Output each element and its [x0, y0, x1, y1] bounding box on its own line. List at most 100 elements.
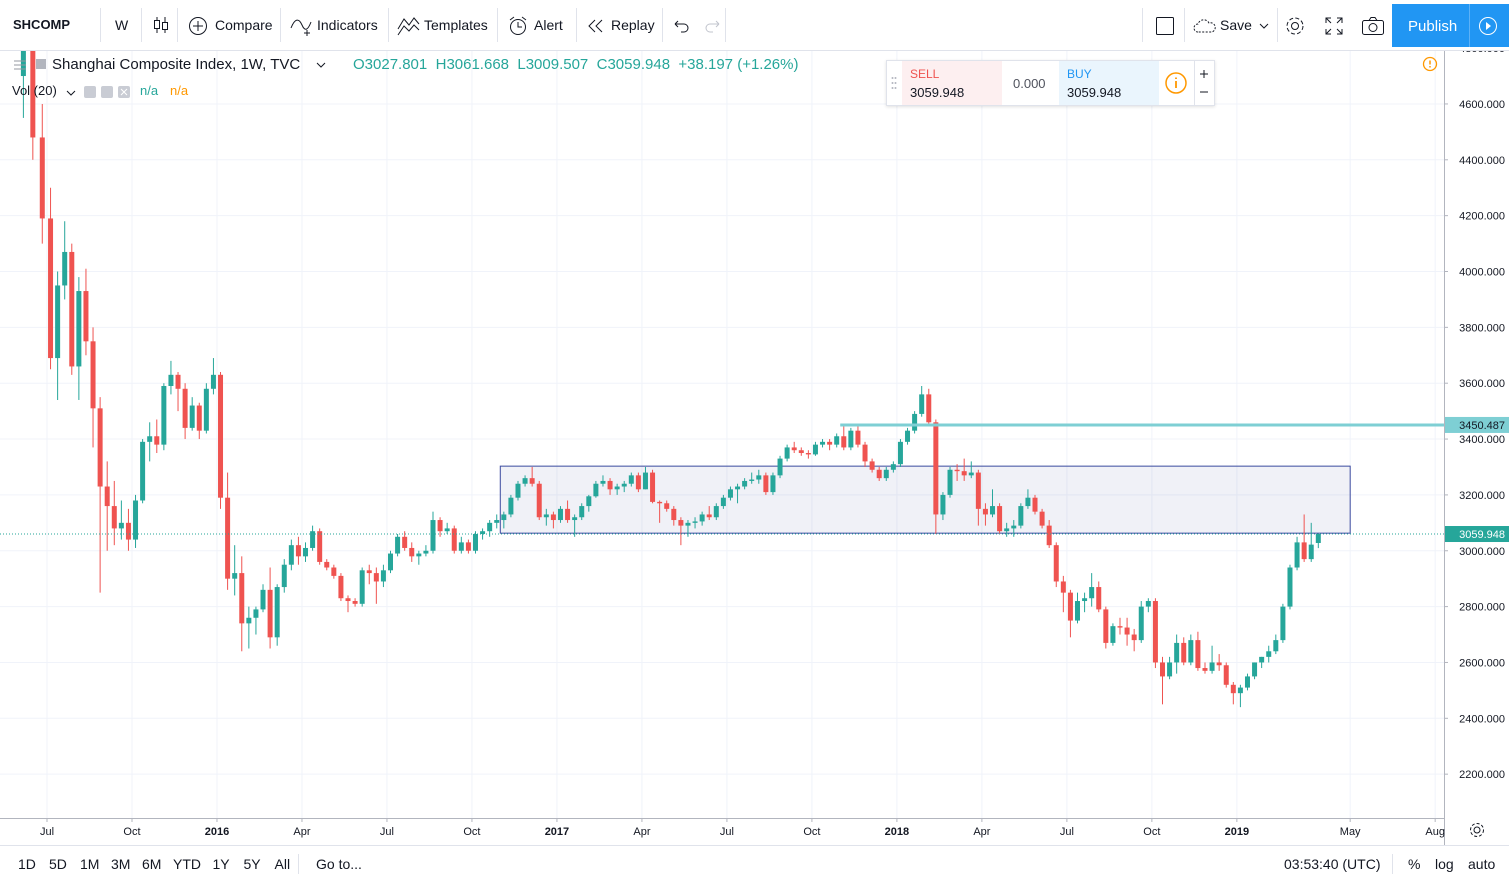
candle-body: [359, 570, 365, 604]
candle-body: [366, 570, 372, 574]
candle-body: [798, 450, 804, 454]
candle-body: [373, 573, 379, 582]
candle-body: [1004, 528, 1010, 532]
publish-label[interactable]: Publish: [1408, 18, 1458, 35]
sell-button[interactable]: SELL 3059.948: [902, 61, 1002, 105]
separator: [1277, 8, 1278, 42]
hline-price-label: 3450.487: [1459, 420, 1505, 432]
compare-button[interactable]: Compare: [215, 17, 273, 33]
range-button[interactable]: All: [274, 856, 291, 872]
replay-button[interactable]: Replay: [611, 17, 655, 33]
candle-body: [706, 514, 712, 518]
candle-body: [848, 430, 854, 448]
candle-body: [841, 436, 847, 448]
candle-body: [1053, 545, 1059, 582]
settings-icon[interactable]: [1284, 15, 1306, 37]
quantity-stepper[interactable]: [1197, 65, 1211, 101]
x-tick-label: Oct: [1143, 826, 1160, 838]
candle-body: [140, 441, 146, 501]
volume-title: Vol (20): [12, 83, 57, 98]
candle-body: [720, 497, 726, 507]
publish-play-icon[interactable]: [1478, 16, 1498, 36]
log-toggle[interactable]: log: [1435, 856, 1454, 872]
title-menu-arrow[interactable]: [316, 61, 326, 69]
undo-redo-icons[interactable]: [672, 18, 722, 34]
x-tick-label: 2019: [1225, 826, 1249, 838]
range-button[interactable]: YTD: [173, 856, 201, 872]
info-icon[interactable]: [1164, 71, 1188, 95]
separator: [100, 8, 101, 42]
y-tick-label: 4200.000: [1459, 211, 1505, 223]
candle-body: [1315, 534, 1321, 543]
publish-button[interactable]: Publish: [1392, 4, 1509, 47]
volume-controls[interactable]: [84, 85, 132, 99]
y-tick-label: 2800.000: [1459, 602, 1505, 614]
save-menu-arrow[interactable]: [1259, 22, 1269, 30]
goto-button[interactable]: Go to...: [316, 856, 362, 872]
candle-body: [409, 547, 415, 557]
candle-body: [508, 497, 514, 515]
candle-body: [529, 478, 535, 484]
range-button[interactable]: 1M: [80, 856, 100, 872]
fullscreen-icon[interactable]: [1325, 17, 1343, 35]
percent-toggle[interactable]: %: [1408, 856, 1421, 872]
volume-value: n/a: [140, 83, 159, 98]
range-button[interactable]: 1D: [18, 856, 36, 872]
x-tick-label: May: [1340, 826, 1361, 838]
save-button[interactable]: Save: [1220, 17, 1252, 33]
candle-body: [550, 514, 556, 521]
candle-body: [1046, 525, 1052, 546]
x-tick-label: Oct: [463, 826, 480, 838]
warning-icon[interactable]: [1422, 56, 1438, 72]
candle-body: [451, 528, 457, 551]
range-button[interactable]: 5D: [49, 856, 67, 872]
candle-body: [926, 394, 932, 423]
drag-handle[interactable]: [891, 76, 897, 90]
candle-body: [642, 472, 648, 490]
symbol[interactable]: SHCOMP: [13, 17, 71, 32]
buy-price[interactable]: 3059.948: [1067, 85, 1122, 100]
alert-button[interactable]: Alert: [534, 17, 563, 33]
candle-body: [876, 469, 882, 479]
range-button[interactable]: 1Y: [212, 856, 230, 872]
candle-body: [607, 480, 613, 490]
indicators-icon[interactable]: [290, 16, 312, 36]
candle-body: [749, 479, 755, 481]
alert-icon[interactable]: [507, 15, 529, 37]
candle-body: [827, 441, 833, 445]
axis-settings-icon[interactable]: [1470, 823, 1484, 837]
candle-body: [1159, 662, 1165, 677]
templates-button[interactable]: Templates: [424, 17, 488, 33]
candle-body: [1138, 606, 1144, 641]
candle-body: [90, 341, 96, 409]
buy-label[interactable]: BUY: [1067, 67, 1092, 81]
snapshot-icon[interactable]: [1361, 16, 1385, 36]
range-button[interactable]: 3M: [111, 856, 131, 872]
replay-icon[interactable]: [587, 18, 605, 34]
candle-body: [791, 447, 797, 451]
range-button[interactable]: 5Y: [243, 856, 261, 872]
candle-body: [1103, 609, 1109, 643]
interval[interactable]: W: [115, 17, 129, 33]
layout-icon[interactable]: [1155, 16, 1175, 36]
separator: [576, 8, 577, 42]
x-tick-label: Apr: [293, 826, 310, 838]
sell-label[interactable]: SELL: [910, 67, 940, 81]
sell-price[interactable]: 3059.948: [910, 85, 965, 100]
candle-body: [1110, 626, 1116, 643]
templates-icon[interactable]: [397, 15, 421, 37]
candle-body: [39, 137, 45, 219]
cloud-icon[interactable]: [1192, 17, 1218, 35]
candle-body: [1152, 601, 1158, 663]
volume-menu-arrow[interactable]: [66, 89, 76, 97]
candle-body: [430, 520, 436, 551]
candle-body: [742, 480, 748, 487]
compare-icon[interactable]: [188, 16, 208, 36]
indicators-button[interactable]: Indicators: [317, 17, 378, 33]
candle-body: [735, 486, 741, 490]
auto-toggle[interactable]: auto: [1468, 856, 1496, 872]
chart-style-icon[interactable]: [152, 15, 170, 35]
buy-button[interactable]: BUY 3059.948: [1059, 61, 1159, 105]
candle-body: [465, 542, 471, 551]
range-button[interactable]: 6M: [142, 856, 162, 872]
